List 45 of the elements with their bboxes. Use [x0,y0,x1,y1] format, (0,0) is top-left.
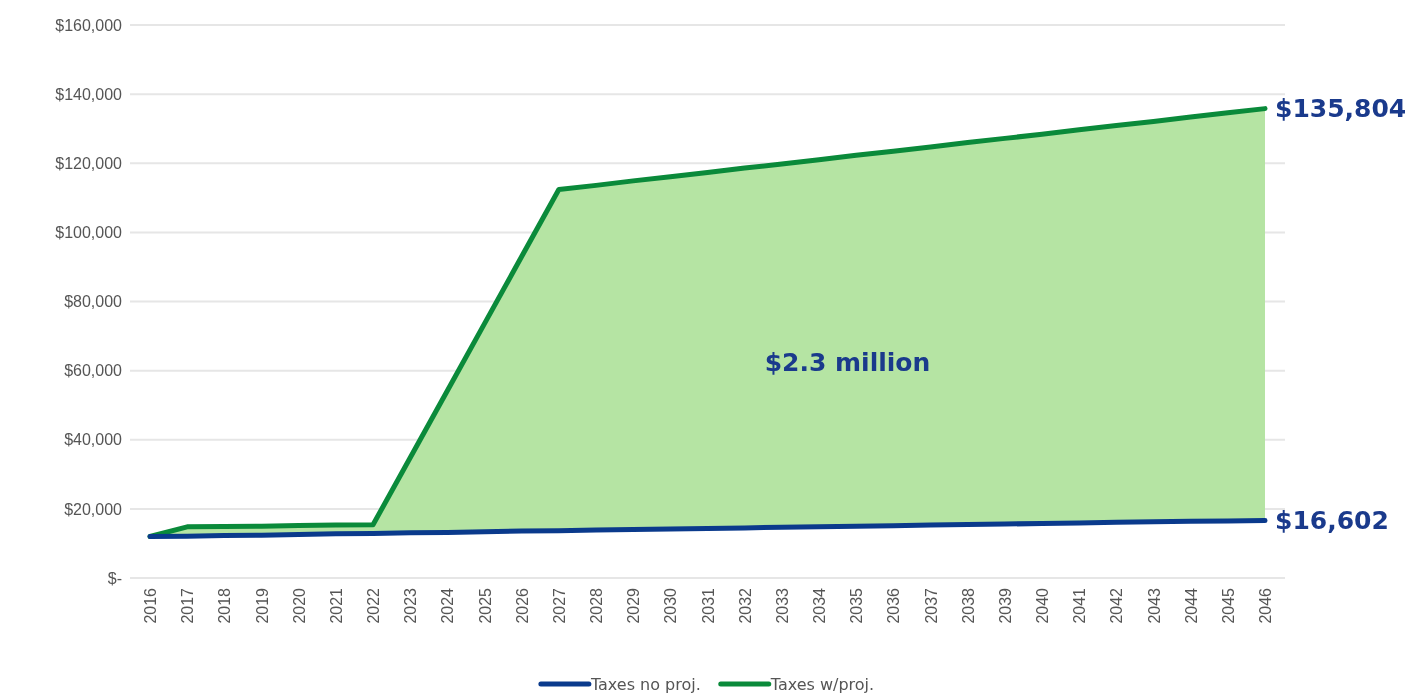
x-tick-label: 2041 [1071,587,1089,624]
x-tick-label: 2042 [1108,587,1126,624]
x-tick-label: 2023 [402,587,420,624]
x-tick-label: 2025 [476,587,494,624]
x-tick-label: 2037 [922,587,940,624]
y-tick-label: $160,000 [55,16,123,34]
y-tick-label: $100,000 [55,223,123,241]
y-tick-label: $60,000 [64,362,123,380]
x-tick-label: 2044 [1182,587,1200,624]
x-tick-label: 2031 [699,587,717,624]
annotation: $2.3 million [764,347,931,377]
x-tick-label: 2026 [513,587,531,624]
x-tick-label: 2043 [1145,587,1163,624]
x-tick-label: 2036 [885,587,903,624]
y-tick-label: $120,000 [55,154,123,172]
legend-label: Taxes w/proj. [769,674,875,694]
x-tick-label: 2045 [1219,587,1237,624]
x-tick-label: 2018 [216,587,234,624]
x-tick-label: 2030 [662,587,680,624]
x-tick-label: 2035 [848,587,866,624]
x-tick-label: 2021 [327,587,345,624]
legend-label: Taxes no proj. [589,674,701,694]
y-tick-label: $- [107,569,122,587]
x-tick-label: 2020 [290,587,308,624]
x-tick-label: 2032 [736,587,754,624]
annotation: $135,804 [1275,94,1407,124]
x-tick-label: 2039 [996,587,1014,624]
x-tick-label: 2028 [588,587,606,624]
x-tick-label: 2024 [439,587,457,624]
x-tick-label: 2027 [550,587,568,624]
x-tick-label: 2040 [1034,587,1052,624]
y-tick-label: $20,000 [64,500,123,518]
y-tick-label: $40,000 [64,431,123,449]
x-tick-label: 2038 [959,587,977,624]
x-tick-label: 2029 [625,587,643,624]
x-tick-label: 2033 [773,587,791,624]
y-tick-label: $80,000 [64,293,123,311]
annotation: $16,602 [1275,506,1389,536]
x-tick-label: 2022 [365,587,383,624]
x-tick-label: 2034 [811,587,829,624]
x-tick-label: 2019 [253,587,271,624]
y-tick-label: $140,000 [55,85,123,103]
x-tick-label: 2046 [1257,587,1275,624]
x-tick-label: 2017 [179,587,197,624]
x-tick-label: 2016 [142,587,160,624]
